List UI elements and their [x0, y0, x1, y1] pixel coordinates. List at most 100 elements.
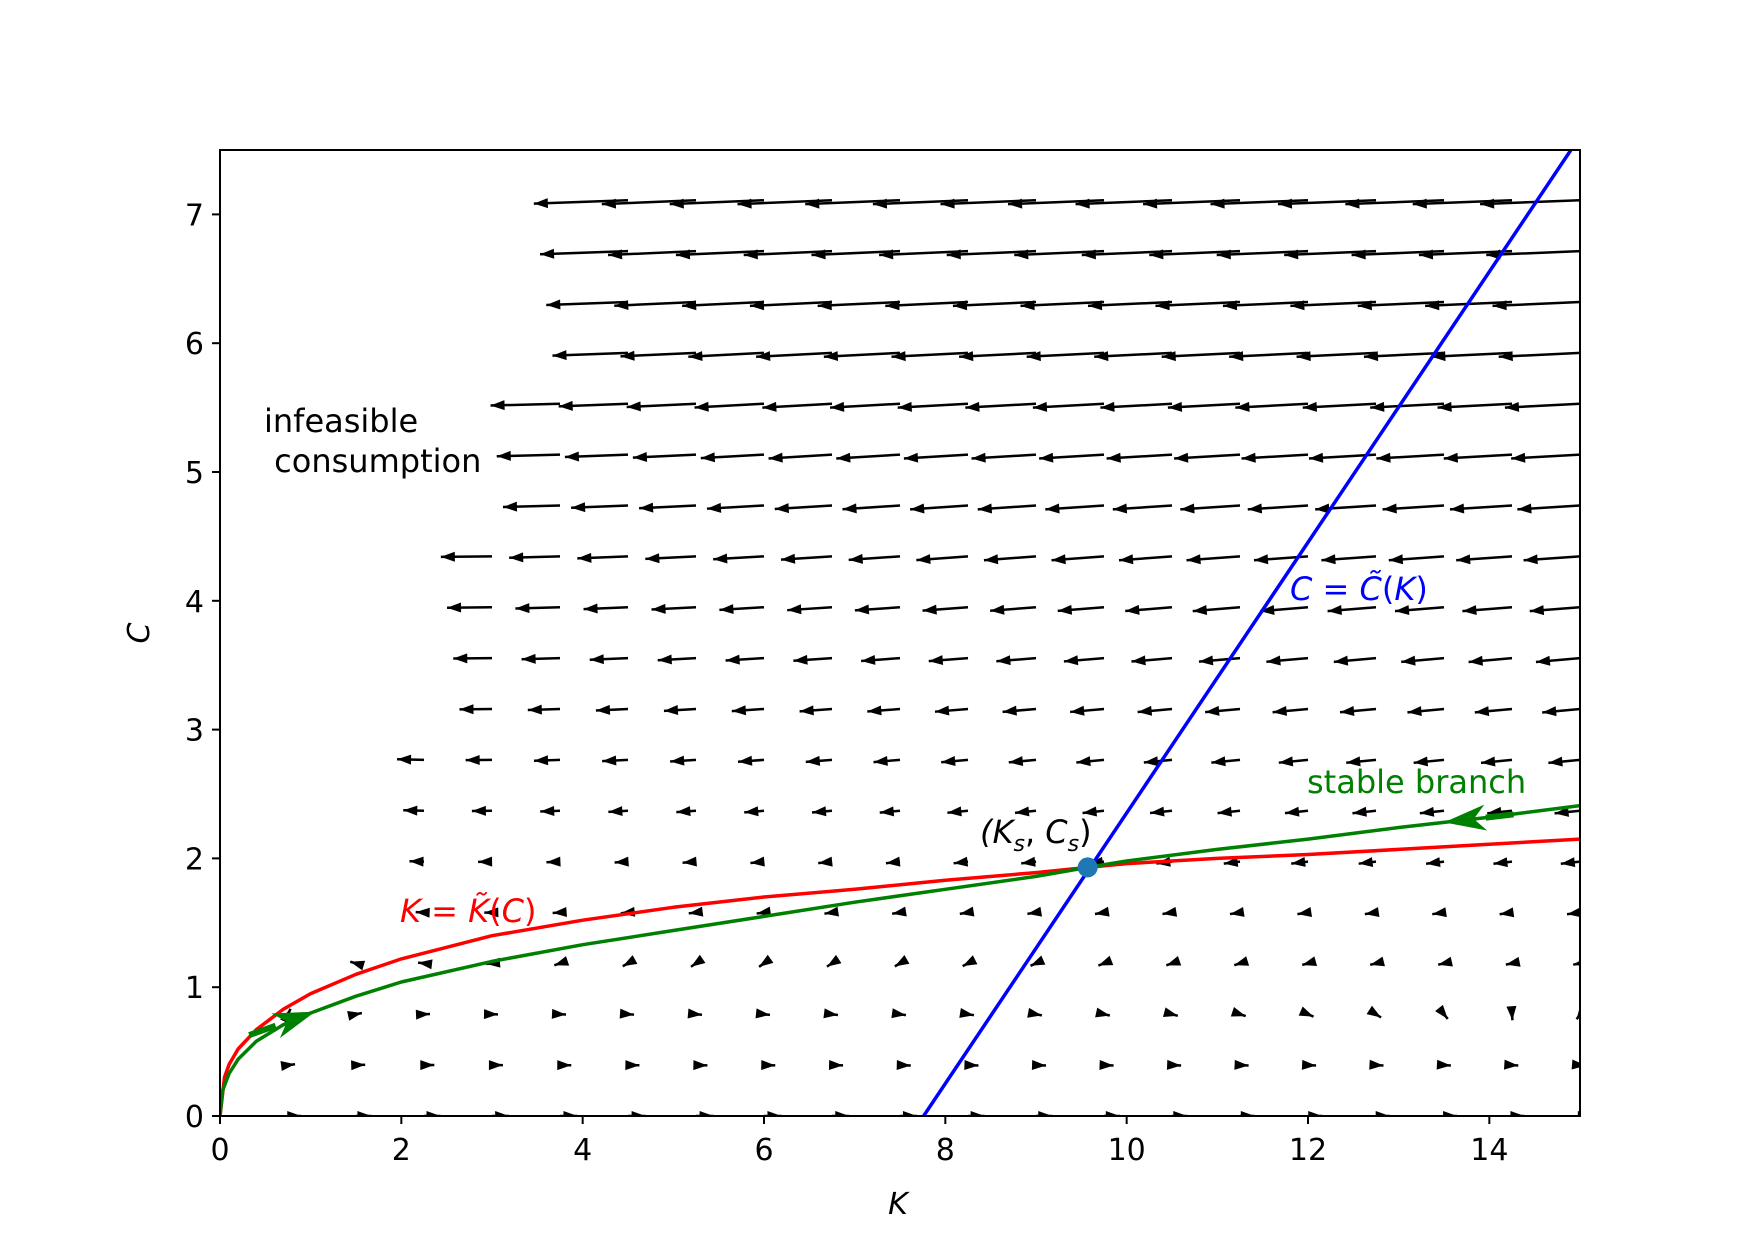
vector-field-arrow: [590, 654, 628, 664]
x-tick-label: 2: [392, 1133, 411, 1168]
y-tick-label: 0: [185, 1100, 204, 1135]
vector-field-arrow: [1032, 1060, 1046, 1070]
vector-field-arrow: [552, 1009, 566, 1019]
vector-field-arrow: [459, 704, 492, 714]
vector-field-arrow: [403, 806, 424, 816]
vector-field-arrow: [584, 604, 628, 614]
x-tick-label: 4: [573, 1133, 592, 1168]
vector-field-arrow: [1218, 807, 1240, 817]
vector-field-arrow: [557, 1060, 571, 1070]
vector-field: [280, 198, 1592, 1121]
vector-field-arrow: [1475, 706, 1512, 716]
vector-field-arrow: [1561, 857, 1580, 867]
vector-field-arrow: [418, 959, 432, 969]
vector-field-arrow: [1235, 402, 1308, 412]
vector-field-arrow: [1045, 503, 1104, 513]
vector-field-arrow: [1167, 1060, 1181, 1070]
vector-field-arrow: [347, 1011, 362, 1021]
y-tick-label: 3: [185, 714, 204, 749]
vector-field-arrow: [281, 1061, 296, 1071]
vector-field-arrow: [1119, 554, 1172, 564]
annotation-steady-state: (Ks, Cs): [980, 813, 1092, 857]
c-tilde-line: [924, 150, 1571, 1116]
vector-field-arrow: [1131, 655, 1172, 665]
vector-field-arrow: [823, 1008, 838, 1018]
vector-field-arrow: [947, 806, 968, 816]
vector-field-arrow: [829, 1060, 843, 1070]
vector-field-arrow: [1094, 351, 1172, 361]
vector-field-arrow: [559, 401, 628, 411]
vector-field-arrow: [534, 755, 560, 765]
vector-field-arrow: [1099, 1060, 1113, 1070]
vector-field-arrow: [1542, 706, 1580, 716]
vector-field-arrow: [1291, 857, 1308, 867]
vector-field-arrow: [1150, 807, 1172, 817]
vector-field-arrow: [762, 402, 832, 412]
vector-field-arrow: [959, 351, 1036, 361]
vector-field-arrow: [1193, 605, 1240, 615]
vector-field-arrow: [1493, 857, 1512, 867]
vector-field-arrow: [935, 706, 968, 716]
vector-field-arrow: [620, 1009, 634, 1019]
vector-field-arrow: [602, 755, 628, 765]
vector-field-arrow: [1180, 504, 1240, 514]
vector-field-arrow: [1285, 807, 1308, 817]
vector-field-arrow: [565, 452, 628, 462]
vector-field-arrow: [1370, 957, 1385, 967]
vector-field-arrow: [1230, 907, 1245, 917]
vector-field-arrow: [756, 1008, 770, 1018]
vector-field-arrow: [769, 453, 832, 463]
vector-field-arrow: [891, 351, 968, 361]
vector-field-arrow: [1340, 706, 1376, 716]
vector-field-arrow: [1352, 807, 1376, 817]
vector-field-arrow: [1530, 605, 1580, 615]
vector-field-arrow: [577, 553, 628, 563]
vector-field-arrow: [1229, 351, 1308, 361]
vector-field-arrow: [1248, 504, 1308, 514]
vector-field-arrow: [1027, 1008, 1042, 1018]
vector-field-arrow: [1234, 1060, 1248, 1070]
vector-field-arrow: [960, 907, 975, 917]
vector-field-arrow: [1125, 605, 1172, 615]
vector-field-arrow: [1168, 402, 1240, 412]
vector-field-arrow: [416, 1010, 430, 1020]
vector-field-arrow: [1033, 402, 1104, 412]
vector-field-arrow: [1517, 504, 1580, 514]
vector-field-arrow: [787, 604, 832, 614]
vector-field-arrow: [466, 755, 492, 765]
vector-field-arrow: [806, 756, 832, 766]
vector-field-arrow: [497, 451, 560, 461]
vector-field-arrow: [1401, 656, 1444, 666]
vector-field-arrow: [397, 755, 424, 765]
vector-field-arrow: [830, 402, 900, 412]
vector-field-arrow: [1432, 907, 1447, 917]
vector-field-arrow: [910, 503, 968, 513]
vector-field-arrow: [1027, 907, 1042, 917]
vector-field-arrow: [1302, 956, 1317, 966]
vector-field-arrow: [827, 955, 841, 967]
vector-field-arrow: [1187, 554, 1240, 564]
vector-field-arrow: [695, 402, 764, 412]
vector-field-arrow: [509, 552, 560, 562]
vector-field-arrow: [1469, 656, 1512, 666]
vector-field-arrow: [1420, 807, 1444, 817]
vector-field-arrow: [1437, 1060, 1451, 1070]
vector-field-arrow: [744, 806, 764, 816]
steady-state-point: [1078, 857, 1098, 877]
vector-field-arrow: [1524, 554, 1580, 564]
vector-field-arrow: [1064, 655, 1104, 665]
vector-field-arrow: [842, 503, 900, 513]
vector-field-arrow: [688, 1009, 702, 1019]
annotation-infeasible-line1: infeasible: [264, 402, 418, 440]
vector-field-arrow: [1511, 453, 1580, 463]
x-tick-label: 8: [936, 1133, 955, 1168]
vector-field-arrow: [923, 605, 968, 615]
y-tick-label: 1: [185, 971, 204, 1006]
vector-field-arrow: [756, 351, 832, 361]
vector-field-arrow: [489, 1060, 503, 1070]
vector-field-arrow: [959, 1008, 974, 1018]
vector-field-arrow: [447, 603, 492, 613]
vector-field-arrow: [1095, 907, 1110, 917]
